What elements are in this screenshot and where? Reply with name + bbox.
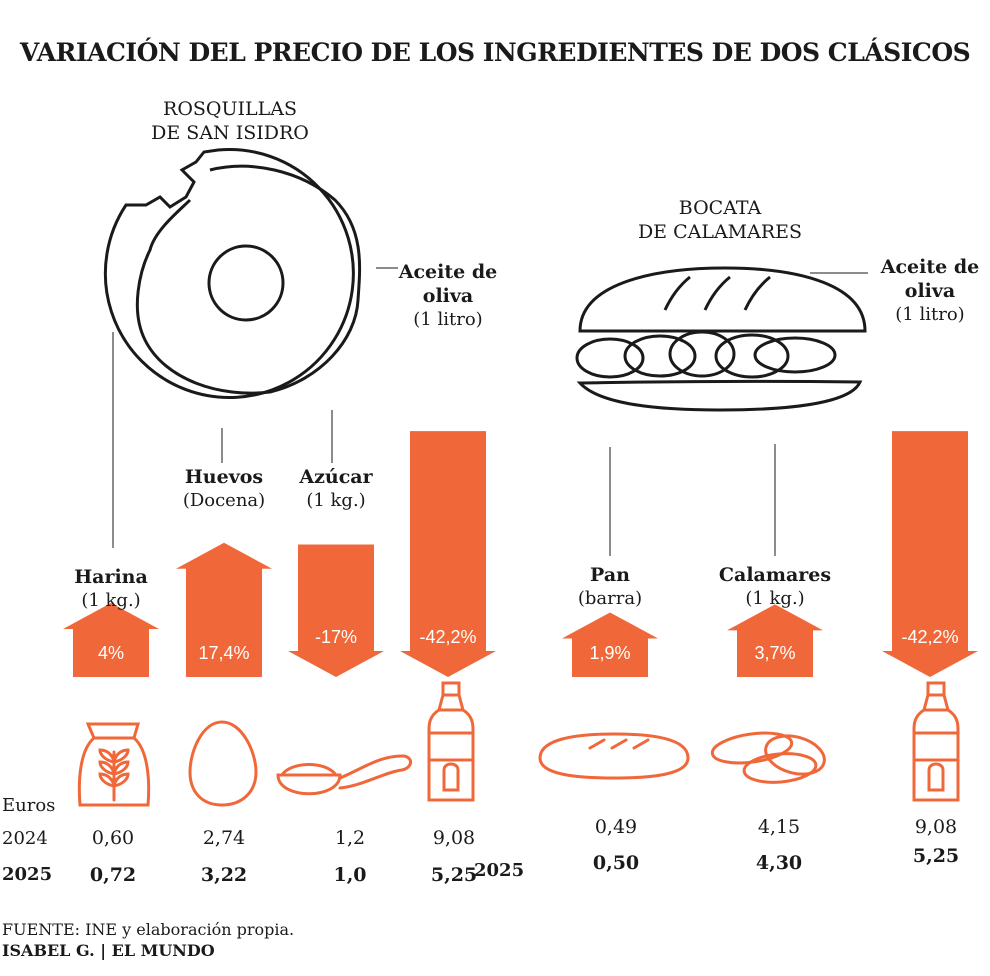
row-label-unit: Euros	[2, 795, 56, 816]
price-2024-calamares: 4,15	[757, 816, 801, 838]
item-name: Huevos	[184, 466, 264, 488]
item-label-harina: Harina (1 kg.)	[26, 565, 196, 613]
item-label-huevos: Huevos (Docena)	[139, 465, 309, 513]
dish-title-rosquillas: ROSQUILLAS DE SAN ISIDRO	[130, 97, 330, 145]
change-arrow-harina	[63, 603, 159, 677]
sugar-spoon-icon	[276, 754, 412, 796]
item-name: Aceite de oliva	[880, 256, 980, 302]
change-label-calamares: 3,7%	[754, 643, 795, 663]
price-2025-pan: 0,50	[592, 852, 640, 874]
price-2025-calamares: 4,30	[755, 852, 803, 874]
egg-icon	[188, 720, 258, 807]
row-label-2025-extra: 2025	[474, 860, 525, 881]
change-label-aceite-right: -42,2%	[901, 627, 958, 647]
price-2024-azucar: 1,2	[334, 827, 366, 849]
bread-icon	[538, 732, 690, 780]
price-2024-pan: 0,49	[594, 816, 638, 838]
price-2025-azucar: 1,0	[333, 864, 367, 886]
dish-title-bocata: BOCATA DE CALAMARES	[610, 196, 830, 244]
credit-line: ISABEL G. | EL MUNDO	[2, 941, 215, 960]
item-label-calamares: Calamares (1 kg.)	[690, 563, 860, 611]
change-arrow-huevos	[176, 542, 272, 677]
row-label-2025: 2025	[2, 864, 53, 885]
price-2024-huevos: 2,74	[202, 827, 246, 849]
change-arrow-pan	[562, 612, 658, 677]
item-unit: (Docena)	[182, 490, 266, 511]
price-2025-aceite-left: 5,25	[430, 864, 478, 886]
item-unit: (1 kg.)	[81, 590, 141, 611]
item-name: Azúcar	[299, 466, 373, 488]
squid-rings-icon	[710, 731, 826, 784]
row-label-2024: 2024	[2, 828, 48, 849]
ingredient-icons	[77, 681, 960, 807]
dish-title-line: ROSQUILLAS	[163, 98, 297, 120]
item-label-pan: Pan (barra)	[525, 563, 695, 611]
change-label-aceite-left: -42,2%	[419, 627, 476, 647]
item-unit: (barra)	[577, 588, 643, 609]
dish-title-line: DE SAN ISIDRO	[151, 122, 309, 144]
change-arrows: 4% 17,4% -17% -42,2% 1,9% 3,7% -42,2%	[63, 431, 978, 677]
dish-title-line: DE CALAMARES	[637, 221, 803, 243]
change-arrow-aceite-left	[400, 431, 496, 677]
item-label-aceite-right: Aceite de oliva (1 litro)	[875, 255, 985, 327]
item-name: Aceite de oliva	[398, 261, 498, 307]
change-arrow-aceite-right	[882, 431, 978, 677]
item-name: Pan	[590, 564, 630, 586]
change-label-pan: 1,9%	[589, 643, 630, 663]
change-label-huevos: 17,4%	[198, 643, 249, 663]
price-2024-harina: 0,60	[91, 827, 135, 849]
price-2025-harina: 0,72	[89, 864, 137, 886]
oil-bottle-icon	[427, 681, 475, 802]
sandwich-icon	[575, 266, 867, 412]
item-label-aceite-left: Aceite de oliva (1 litro)	[393, 260, 503, 332]
change-label-harina: 4%	[98, 643, 124, 663]
item-unit: (1 kg.)	[745, 588, 805, 609]
price-2024-aceite-left: 9,08	[432, 827, 476, 849]
item-label-azucar: Azúcar (1 kg.)	[251, 465, 421, 513]
item-unit: (1 litro)	[413, 309, 483, 330]
change-label-azucar: -17%	[315, 627, 357, 647]
leader-lines	[112, 267, 868, 556]
item-unit: (1 kg.)	[306, 490, 366, 511]
change-arrow-calamares	[727, 604, 823, 677]
oil-bottle-icon	[912, 681, 960, 802]
item-name: Harina	[74, 566, 148, 588]
source-note: FUENTE: INE y elaboración propia.	[2, 920, 295, 939]
chart-title: VARIACIÓN DEL PRECIO DE LOS INGREDIENTES…	[19, 38, 971, 67]
price-2025-huevos: 3,22	[200, 864, 248, 886]
flour-sack-icon	[77, 722, 151, 807]
price-2024-aceite-right: 9,08	[914, 816, 958, 838]
item-name: Calamares	[718, 564, 832, 586]
change-arrow-azucar	[288, 544, 384, 677]
price-2025-aceite-right: 5,25	[912, 845, 960, 867]
item-unit: (1 litro)	[895, 304, 965, 325]
donut-icon	[103, 147, 362, 399]
dish-title-line: BOCATA	[678, 197, 762, 219]
